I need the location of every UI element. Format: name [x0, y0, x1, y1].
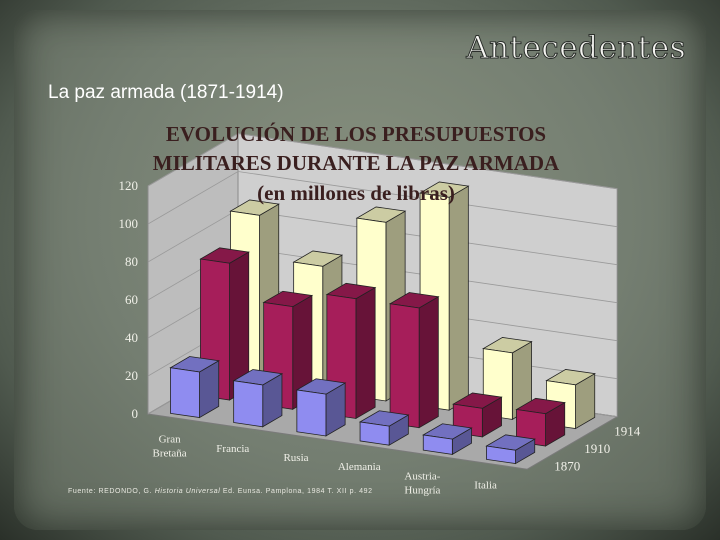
- bar-1914-3-side: [448, 185, 469, 411]
- y-tick-label: 0: [132, 406, 139, 421]
- bar-1910-3: [389, 303, 420, 429]
- gridline: [147, 171, 618, 228]
- category-label: Italia: [474, 480, 497, 492]
- series-label: 1870: [554, 458, 580, 473]
- bar-1870-1: [233, 380, 264, 428]
- category-label: Hungría: [404, 484, 440, 496]
- chart-title-line: MILITARES DURANTE LA PAZ ARMADA: [153, 151, 560, 175]
- chart-title-line: (en millones de libras): [257, 181, 455, 205]
- bar-1910-3-side: [418, 296, 439, 429]
- bar-1870-5: [486, 445, 516, 465]
- category-label: Francia: [216, 443, 249, 455]
- gridline: [147, 133, 618, 190]
- category-label: Gran: [159, 434, 181, 446]
- slide-title: Antecedentes: [466, 30, 686, 67]
- chart-source: Fuente: REDONDO, G. Historia Universal E…: [68, 488, 373, 495]
- chart-title-line: EVOLUCIÓN DE LOS PRESUPUESTOS: [166, 122, 546, 146]
- y-tick-label: 20: [125, 368, 138, 383]
- y-tick-label: 60: [125, 292, 138, 307]
- category-label: Alemania: [338, 461, 381, 473]
- bar-1870-3: [359, 421, 390, 446]
- y-tick-label: 40: [125, 330, 138, 345]
- series-label: 1914: [614, 423, 641, 438]
- source-suffix: Ed. Eunsa. Pamplona, 1984 T. XII p. 492: [222, 488, 373, 495]
- bar-1870-2: [296, 389, 327, 437]
- slide-subtitle: La paz armada (1871-1914): [48, 82, 284, 103]
- y-tick-label: 120: [119, 178, 139, 193]
- bar-1910-5: [516, 409, 546, 447]
- category-label: Austria-: [404, 470, 440, 482]
- y-tick-label: 100: [119, 216, 139, 231]
- series-label: 1910: [584, 441, 610, 456]
- bar-1910-2-side: [355, 286, 376, 420]
- source-book: Historia Universal: [154, 488, 221, 495]
- bar-1870-0: [170, 367, 200, 419]
- category-label: Rusia: [283, 452, 308, 464]
- category-label: Bretaña: [152, 448, 186, 460]
- source-prefix: Fuente: REDONDO, G.: [68, 488, 153, 495]
- y-tick-label: 80: [125, 254, 138, 269]
- bar-1870-4: [422, 434, 453, 455]
